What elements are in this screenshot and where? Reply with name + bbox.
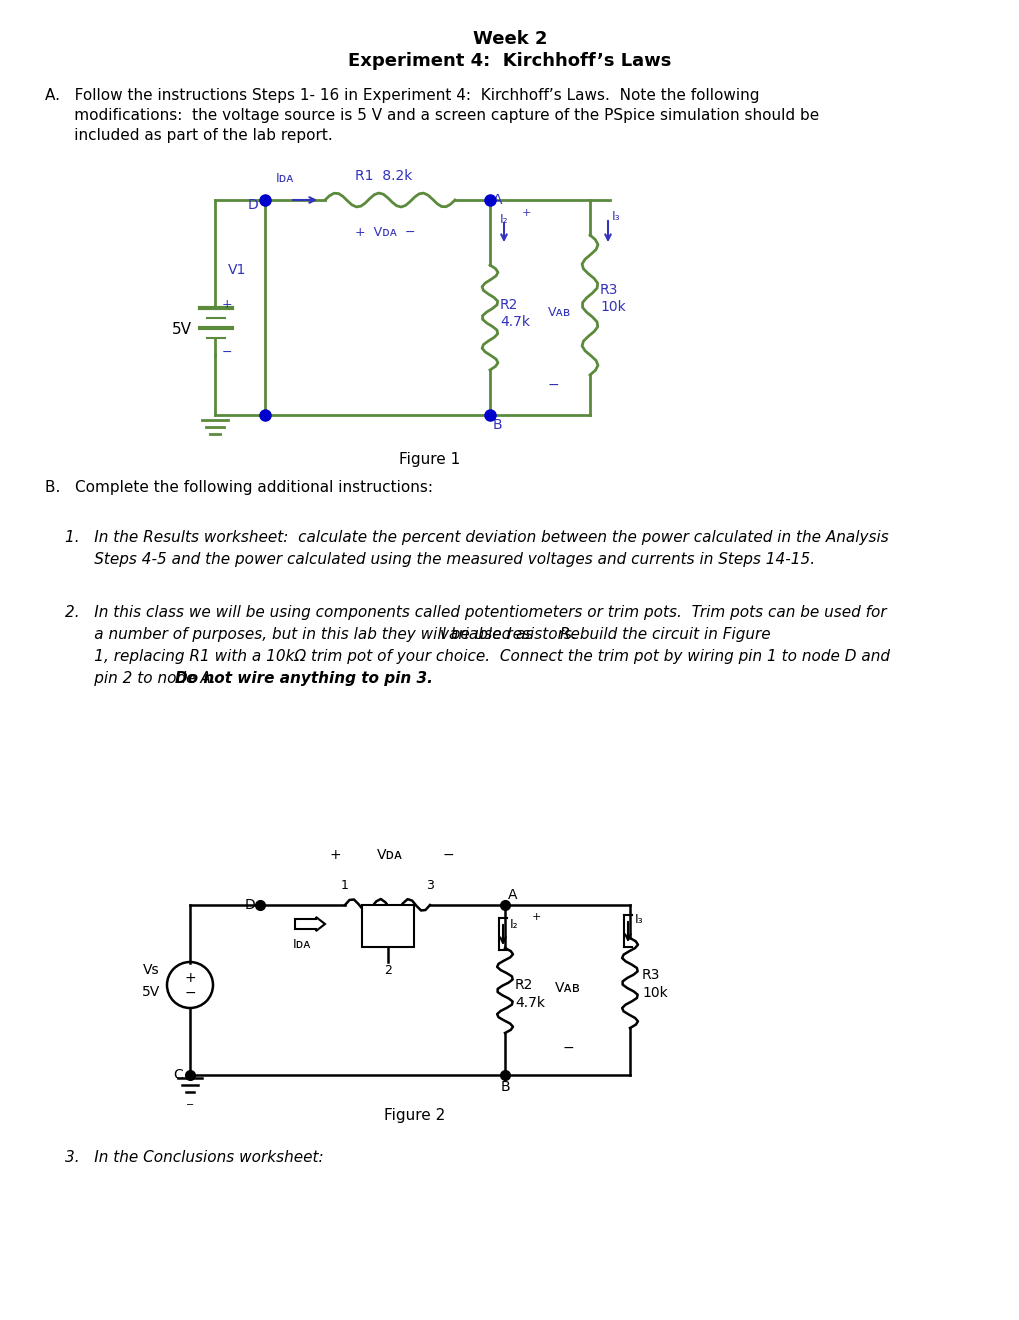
Text: −: − — [442, 847, 453, 862]
Text: R2: R2 — [499, 298, 518, 312]
Text: 2: 2 — [384, 964, 391, 977]
Text: 3: 3 — [426, 879, 433, 892]
Text: I₃: I₃ — [611, 210, 620, 223]
Text: Figure 1: Figure 1 — [399, 451, 461, 467]
Text: R3: R3 — [599, 282, 618, 297]
Text: Figure 2: Figure 2 — [384, 1107, 445, 1123]
Text: 5V: 5V — [172, 322, 192, 338]
Text: B: B — [492, 418, 502, 432]
Text: Experiment 4:  Kirchhoff’s Laws: Experiment 4: Kirchhoff’s Laws — [347, 51, 672, 70]
Text: A.   Follow the instructions Steps 1- 16 in Experiment 4:  Kirchhoff’s Laws.  No: A. Follow the instructions Steps 1- 16 i… — [45, 88, 759, 103]
Text: 1: 1 — [340, 879, 348, 892]
Text: 2.   In this class we will be using components called potentiometers or trim pot: 2. In this class we will be using compon… — [65, 605, 886, 620]
Text: Steps 4-5 and the power calculated using the measured voltages and currents in S: Steps 4-5 and the power calculated using… — [65, 552, 814, 568]
Text: Iᴅᴀ: Iᴅᴀ — [292, 939, 311, 950]
Text: Vᴀʙ: Vᴀʙ — [554, 981, 580, 995]
Text: 4.7k: 4.7k — [515, 997, 544, 1010]
Text: included as part of the lab report.: included as part of the lab report. — [45, 128, 332, 143]
Text: −: − — [222, 346, 232, 359]
Text: 3.   In the Conclusions worksheet:: 3. In the Conclusions worksheet: — [65, 1150, 323, 1166]
Text: R1  8.2k: R1 8.2k — [355, 169, 412, 183]
Text: 4.7k: 4.7k — [499, 315, 530, 329]
Text: +  Vᴅᴀ  −: + Vᴅᴀ − — [355, 226, 415, 239]
Text: A: A — [492, 193, 502, 207]
Bar — [362, 906, 414, 946]
Text: +: + — [329, 847, 340, 862]
Text: +: + — [184, 972, 196, 985]
Text: −: − — [184, 986, 196, 1001]
Text: Do not wire anything to pin 3.: Do not wire anything to pin 3. — [175, 671, 432, 686]
Text: R3: R3 — [641, 968, 659, 982]
Text: Vs: Vs — [144, 964, 160, 977]
Text: pin 2 to node A.: pin 2 to node A. — [65, 671, 225, 686]
Text: 10k: 10k — [599, 300, 625, 314]
Text: +: + — [522, 209, 531, 218]
Text: I₃: I₃ — [635, 913, 643, 927]
Text: −: − — [185, 1100, 194, 1110]
Text: Iᴅᴀ: Iᴅᴀ — [275, 172, 293, 185]
Text: −: − — [547, 378, 559, 392]
Text: V1: V1 — [228, 263, 247, 277]
Text: Week 2: Week 2 — [472, 30, 547, 48]
Text: 10k: 10k — [641, 986, 667, 1001]
Text: 1, replacing R1 with a 10kΩ trim pot of your choice.  Connect the trim pot by wi: 1, replacing R1 with a 10kΩ trim pot of … — [65, 649, 890, 664]
Text: 1.   In the Results worksheet:  calculate the percent deviation between the powe: 1. In the Results worksheet: calculate t… — [65, 531, 888, 545]
Text: R2: R2 — [515, 978, 533, 993]
Text: 5V: 5V — [142, 985, 160, 999]
Text: Vᴅᴀ: Vᴅᴀ — [377, 847, 403, 862]
Text: B: B — [499, 1080, 510, 1094]
Text: Vᴀʙ: Vᴀʙ — [547, 305, 571, 318]
Text: variable resistors.: variable resistors. — [439, 627, 576, 642]
FancyArrow shape — [294, 917, 325, 931]
Text: modifications:  the voltage source is 5 V and a screen capture of the PSpice sim: modifications: the voltage source is 5 V… — [45, 108, 818, 123]
Text: C: C — [173, 1068, 182, 1082]
Text: a number of purposes, but in this lab they will be used as: a number of purposes, but in this lab th… — [65, 627, 538, 642]
Text: Rebuild the circuit in Figure: Rebuild the circuit in Figure — [554, 627, 770, 642]
Text: D: D — [244, 898, 255, 912]
Text: A: A — [507, 888, 517, 902]
Text: −: − — [561, 1041, 574, 1055]
Text: B.   Complete the following additional instructions:: B. Complete the following additional ins… — [45, 480, 433, 495]
Text: +: + — [532, 912, 541, 921]
Text: D: D — [247, 198, 258, 213]
Text: I₂: I₂ — [499, 213, 508, 226]
Text: I₂: I₂ — [510, 917, 518, 931]
Text: +: + — [222, 297, 232, 310]
